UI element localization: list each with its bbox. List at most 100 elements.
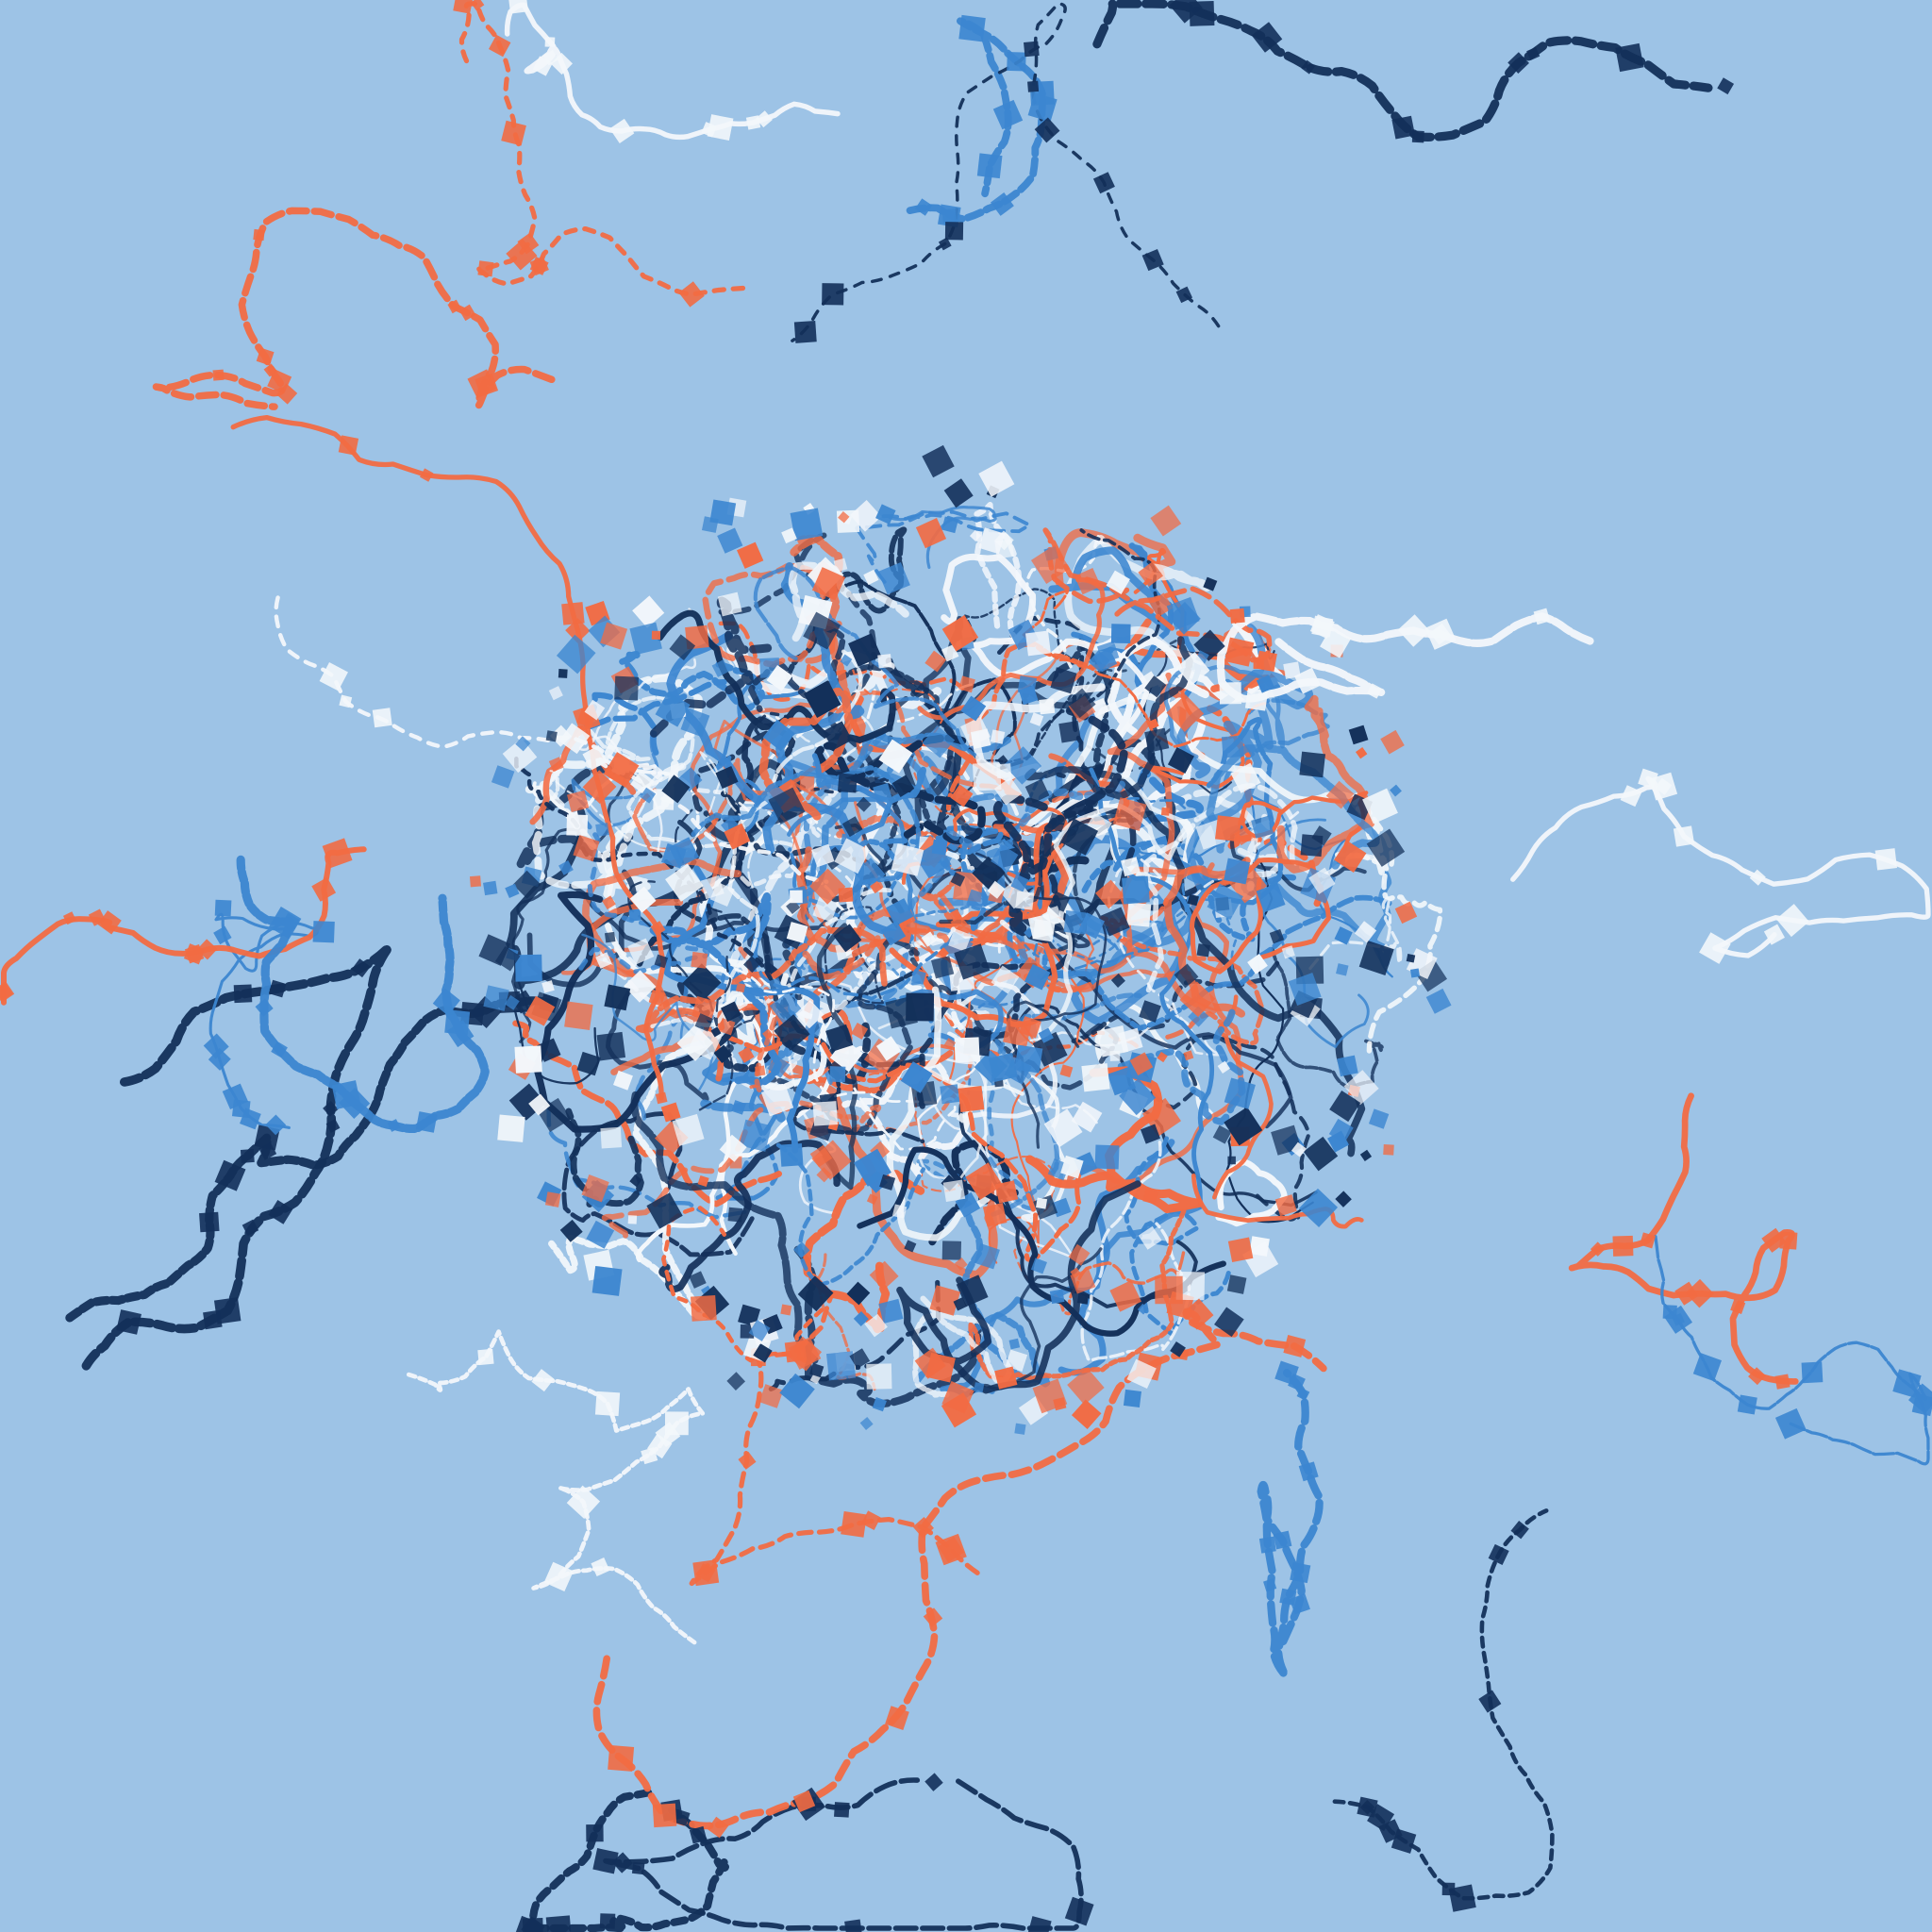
square-fleck: [1283, 661, 1301, 679]
scribble-strand: [1092, 0, 1713, 142]
square-fleck: [969, 529, 982, 541]
square-fleck: [914, 198, 933, 216]
square-fleck: [976, 153, 1003, 179]
square-fleck: [921, 931, 937, 947]
square-fleck: [786, 922, 808, 943]
square-fleck: [924, 650, 947, 673]
square-fleck: [1749, 869, 1766, 886]
square-fleck: [339, 694, 353, 708]
square-fleck: [1761, 1227, 1787, 1253]
square-fleck: [1354, 921, 1377, 943]
square-fleck: [849, 499, 882, 532]
square-fleck: [965, 1162, 1004, 1200]
scribble-strand: [941, 840, 1070, 954]
square-fleck: [497, 1114, 525, 1142]
square-fleck: [878, 739, 913, 774]
square-fleck: [1039, 698, 1056, 715]
square-fleck: [640, 787, 657, 804]
square-fleck: [780, 1304, 792, 1316]
square-fleck: [994, 1180, 1019, 1204]
square-fleck: [268, 1200, 293, 1224]
square-fleck: [900, 1061, 933, 1093]
square-fleck: [1155, 1275, 1183, 1305]
square-fleck: [1774, 1374, 1790, 1390]
square-fleck: [446, 1020, 475, 1048]
square-fleck: [1166, 694, 1205, 732]
square-fleck: [1763, 924, 1785, 945]
square-fleck: [993, 776, 1023, 806]
square-fleck: [930, 956, 955, 979]
square-fleck: [793, 320, 817, 343]
square-fleck: [661, 774, 691, 804]
square-fleck: [311, 876, 337, 902]
square-fleck: [682, 963, 722, 1003]
square-fleck: [779, 1373, 815, 1409]
square-fleck: [942, 1179, 966, 1202]
square-fleck: [891, 1204, 908, 1219]
square-fleck: [203, 1309, 223, 1330]
square-fleck: [925, 1352, 956, 1383]
square-fleck: [584, 699, 606, 721]
square-fleck: [688, 1026, 722, 1060]
square-fleck: [1129, 1052, 1154, 1076]
square-fleck: [1071, 1101, 1103, 1133]
square-fleck: [1182, 1298, 1214, 1330]
square-fleck: [1005, 1349, 1028, 1372]
square-fleck: [1227, 1156, 1236, 1165]
square-fleck: [611, 1852, 633, 1874]
square-fleck: [803, 611, 841, 650]
square-fleck: [974, 1243, 1000, 1270]
square-fleck: [938, 947, 949, 959]
square-fleck: [1320, 626, 1352, 658]
square-fleck: [1215, 815, 1242, 842]
square-fleck: [941, 208, 958, 224]
square-fleck: [1138, 561, 1164, 587]
scribble-strand: [791, 2, 1221, 342]
square-fleck: [719, 1134, 747, 1162]
square-fleck: [1655, 777, 1673, 795]
square-fleck: [1049, 1289, 1065, 1305]
square-fleck: [978, 460, 1015, 497]
square-fleck: [669, 634, 696, 661]
square-fleck: [717, 527, 743, 554]
scribble-strand: [827, 664, 1008, 903]
square-fleck: [691, 995, 717, 1022]
square-fleck: [214, 899, 232, 917]
square-fleck: [268, 979, 287, 998]
square-fleck: [1227, 1237, 1254, 1263]
square-fleck: [944, 222, 964, 241]
scribble-strand: [592, 1307, 1327, 1830]
square-fleck: [1212, 1124, 1232, 1144]
square-fleck: [1425, 988, 1452, 1014]
square-fleck: [1378, 1819, 1403, 1843]
square-fleck: [803, 680, 841, 719]
square-fleck: [609, 118, 635, 143]
square-fleck: [505, 883, 520, 899]
square-fleck: [1779, 1231, 1798, 1250]
square-fleck: [941, 615, 979, 652]
square-fleck: [331, 1080, 361, 1109]
square-fleck: [838, 510, 850, 524]
square-fleck: [508, 0, 528, 14]
square-fleck: [322, 838, 353, 869]
square-fleck: [912, 1517, 934, 1539]
square-fleck: [866, 1363, 892, 1390]
square-fleck: [1281, 945, 1295, 959]
scribble-strand: [634, 971, 833, 1121]
square-fleck: [447, 299, 462, 314]
scribble-strand: [577, 818, 710, 974]
square-fleck: [325, 1119, 341, 1133]
square-fleck: [885, 995, 918, 1029]
square-fleck: [608, 1744, 635, 1772]
square-fleck: [515, 954, 542, 982]
square-fleck: [660, 1102, 681, 1123]
square-fleck: [199, 1211, 220, 1233]
square-fleck: [738, 1451, 757, 1470]
scribble-strand: [630, 1091, 819, 1364]
square-fleck: [960, 695, 987, 722]
square-fleck: [1112, 797, 1147, 831]
square-fleck: [726, 1372, 746, 1391]
square-fleck: [1301, 59, 1316, 75]
